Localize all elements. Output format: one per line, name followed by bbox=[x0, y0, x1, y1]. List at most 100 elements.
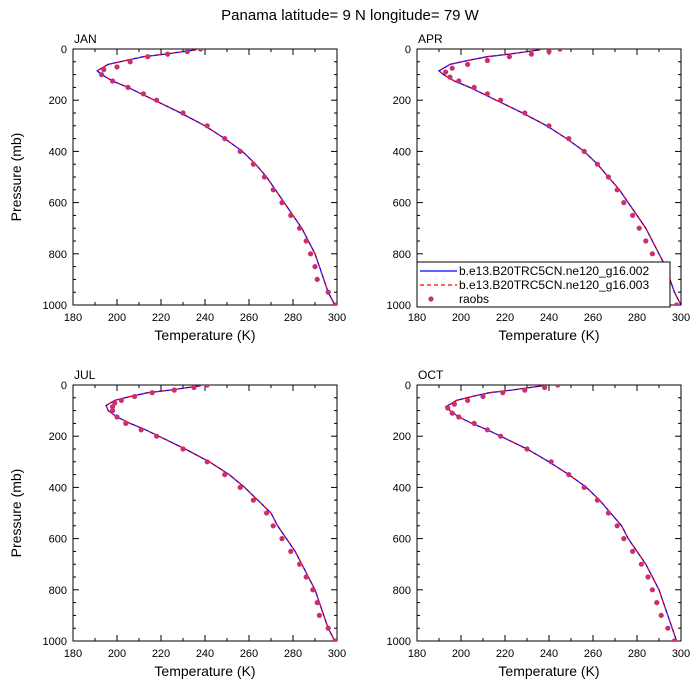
x-tick-label: 240 bbox=[540, 312, 558, 324]
raobs-point bbox=[297, 561, 303, 567]
raobs-point bbox=[123, 420, 129, 426]
raobs-point bbox=[180, 446, 186, 452]
raobs-point bbox=[443, 69, 449, 75]
raobs-point bbox=[480, 393, 486, 400]
panel-label: APR bbox=[418, 32, 443, 46]
raobs-point bbox=[665, 625, 671, 631]
x-tick-label: 260 bbox=[240, 648, 258, 660]
y-tick-label: 400 bbox=[393, 482, 411, 494]
raobs-point bbox=[138, 427, 144, 433]
raobs-point bbox=[250, 161, 256, 167]
raobs-point bbox=[314, 276, 320, 282]
model-002-line bbox=[105, 385, 336, 641]
x-tick-label: 280 bbox=[284, 648, 302, 660]
plot-frame bbox=[72, 48, 338, 306]
raobs-point bbox=[630, 548, 636, 555]
x-tick-label: 200 bbox=[108, 648, 126, 660]
raobs-point bbox=[449, 410, 455, 416]
y-tick-label: 0 bbox=[61, 44, 67, 56]
raobs-point bbox=[264, 510, 270, 516]
legend-box bbox=[416, 261, 671, 308]
raobs-point bbox=[332, 638, 337, 641]
raobs-point bbox=[110, 408, 116, 414]
raobs-point bbox=[314, 600, 320, 606]
x-tick-label: 240 bbox=[196, 648, 214, 660]
x-tick-label: 280 bbox=[628, 312, 646, 324]
raobs-point bbox=[548, 459, 554, 465]
x-tick-label: 200 bbox=[108, 312, 126, 324]
x-tick-label: 280 bbox=[284, 312, 302, 324]
x-tick-label: 220 bbox=[152, 312, 170, 324]
raobs-point bbox=[500, 390, 506, 396]
raobs-point bbox=[191, 385, 197, 391]
raobs-point bbox=[325, 289, 331, 295]
x-tick-label: 240 bbox=[196, 312, 214, 324]
raobs-point bbox=[456, 414, 462, 420]
raobs-point bbox=[118, 397, 124, 403]
raobs-point bbox=[621, 536, 627, 542]
raobs-point bbox=[198, 49, 204, 52]
x-tick-label: 220 bbox=[496, 648, 514, 660]
raobs-point bbox=[546, 49, 552, 55]
raobs-point bbox=[154, 97, 160, 103]
raobs-point bbox=[140, 91, 146, 97]
y-tick-label: 400 bbox=[49, 482, 67, 494]
x-tick-label: 180 bbox=[64, 648, 82, 660]
raobs-point bbox=[605, 510, 612, 516]
raobs-point bbox=[222, 472, 228, 478]
raobs-point bbox=[555, 385, 561, 388]
y-axis-label: Pressure (mb) bbox=[8, 469, 24, 558]
raobs-point bbox=[270, 523, 276, 529]
raobs-point bbox=[288, 212, 294, 218]
x-tick-label: 220 bbox=[152, 648, 170, 660]
raobs-point bbox=[154, 433, 160, 439]
raobs-point bbox=[204, 459, 210, 465]
raobs-point bbox=[325, 625, 331, 631]
raobs-point bbox=[308, 251, 314, 257]
raobs-point bbox=[614, 523, 620, 529]
raobs-point bbox=[261, 174, 267, 180]
raobs-point bbox=[312, 264, 318, 270]
x-axis-label: Temperature (K) bbox=[498, 663, 599, 679]
x-tick-label: 180 bbox=[408, 648, 426, 660]
raobs-point bbox=[522, 110, 528, 116]
y-tick-label: 800 bbox=[49, 249, 67, 261]
y-tick-label: 200 bbox=[393, 431, 411, 443]
x-tick-label: 300 bbox=[328, 312, 346, 324]
raobs-point bbox=[288, 548, 294, 555]
raobs-point bbox=[566, 472, 572, 478]
raobs-point bbox=[279, 536, 285, 542]
raobs-point bbox=[204, 123, 210, 129]
x-axis-label: Temperature (K) bbox=[154, 327, 255, 343]
x-tick-label: 180 bbox=[64, 312, 82, 324]
model-002-line bbox=[96, 49, 336, 305]
raobs-point bbox=[522, 387, 528, 393]
data-group bbox=[96, 49, 337, 305]
raobs-point bbox=[649, 587, 656, 593]
raobs-point bbox=[184, 49, 190, 55]
raobs-point bbox=[456, 78, 462, 84]
data-group bbox=[105, 385, 337, 641]
y-tick-label: 800 bbox=[393, 585, 411, 597]
panel-jul: JUL 180 200 220 240 260 280 300 0 200 400 600 800 100… bbox=[8, 368, 346, 679]
x-tick-label: 260 bbox=[584, 312, 602, 324]
raobs-point bbox=[303, 238, 309, 244]
raobs-point bbox=[581, 148, 587, 154]
legend-label: b.e13.B20TRC5CN.ne120_g16.002 bbox=[459, 264, 649, 278]
raobs-point bbox=[605, 174, 612, 180]
raobs-point bbox=[654, 600, 660, 606]
raobs-point bbox=[638, 561, 645, 567]
y-tick-label: 200 bbox=[49, 95, 67, 107]
x-tick-label: 200 bbox=[452, 312, 470, 324]
x-tick-label: 300 bbox=[672, 312, 690, 324]
raobs-point bbox=[524, 446, 530, 452]
raobs-point bbox=[125, 84, 131, 90]
raobs-point bbox=[445, 405, 451, 411]
raobs-point bbox=[145, 54, 151, 60]
raobs-point bbox=[557, 49, 563, 52]
raobs-point bbox=[528, 51, 535, 57]
raobs-point bbox=[465, 397, 471, 403]
raobs-point bbox=[222, 136, 228, 142]
y-tick-label: 600 bbox=[393, 534, 411, 546]
